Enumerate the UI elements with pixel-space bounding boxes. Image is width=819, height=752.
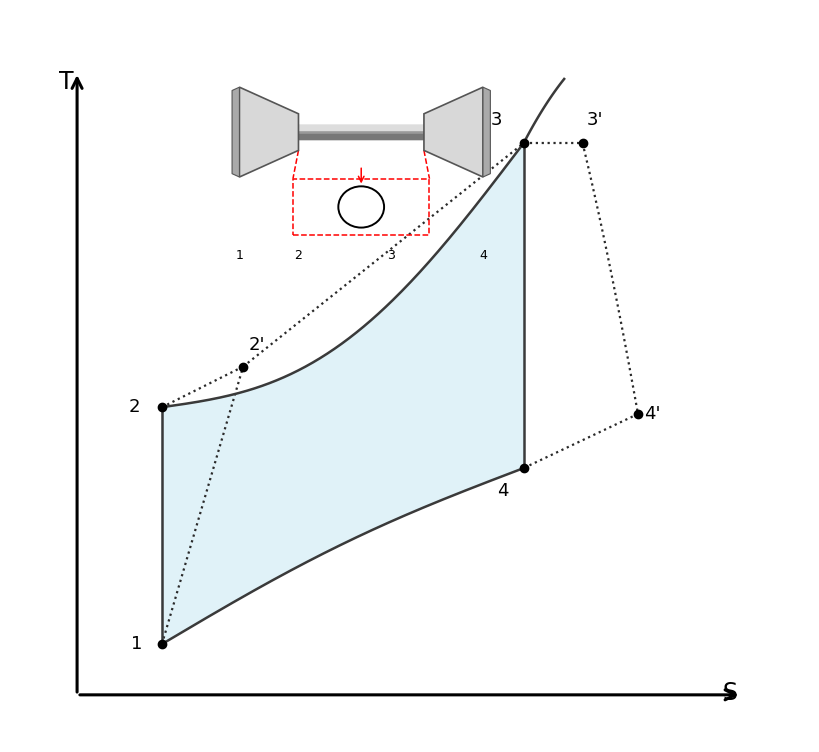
Text: 3': 3' (586, 111, 602, 129)
Text: 2': 2' (248, 336, 265, 354)
Text: 4': 4' (643, 405, 659, 423)
Text: 1: 1 (130, 635, 142, 653)
Text: 3: 3 (490, 111, 501, 129)
Text: T: T (59, 71, 73, 94)
Text: S: S (722, 681, 737, 705)
Text: 2: 2 (128, 399, 140, 416)
Text: 4: 4 (496, 482, 509, 499)
Polygon shape (162, 143, 523, 644)
